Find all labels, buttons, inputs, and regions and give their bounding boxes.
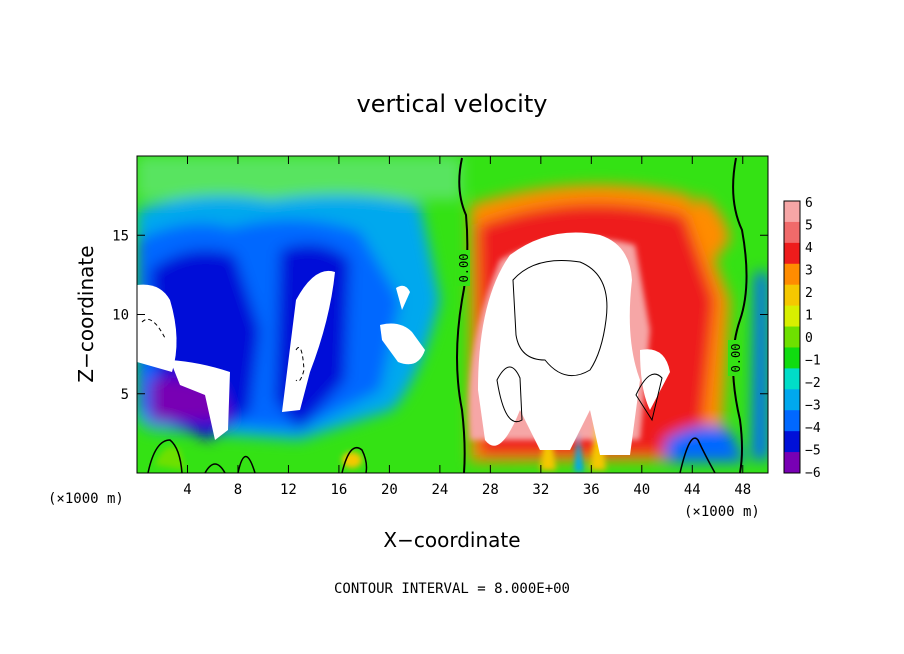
colorbar-label: −6 bbox=[805, 466, 821, 481]
contour-label-bg-b bbox=[728, 340, 742, 376]
colorbar-swatch bbox=[784, 284, 800, 307]
x-tick-label: 32 bbox=[532, 482, 549, 498]
colorbar-swatch bbox=[784, 201, 800, 223]
colorbar-swatch bbox=[784, 305, 800, 328]
x-tick-label: 40 bbox=[633, 482, 650, 498]
colorbar-label: 0 bbox=[805, 331, 813, 346]
zero-contour-right bbox=[732, 157, 748, 473]
colorbar: 6 5 4 3 2 1 0 −1 −2 −3 −4 −5 −6 bbox=[783, 196, 821, 481]
colorbar-frame bbox=[783, 200, 801, 474]
colorbar-label: −3 bbox=[805, 399, 821, 414]
y-tick-label: 15 bbox=[112, 228, 129, 244]
colorbar-label: 6 bbox=[805, 196, 813, 211]
x-tick-label: 12 bbox=[280, 482, 297, 498]
x-tick-label: 16 bbox=[330, 482, 347, 498]
chart-title: vertical velocity bbox=[357, 90, 548, 118]
colorbar-label: −1 bbox=[805, 354, 821, 369]
x-unit-left: (×1000 m) bbox=[48, 491, 124, 507]
surface-contour-e bbox=[679, 437, 716, 473]
colorbar-label: 3 bbox=[805, 264, 813, 279]
x-tick-label: 36 bbox=[583, 482, 600, 498]
contour-interval-note: CONTOUR INTERVAL = 8.000E+00 bbox=[334, 581, 570, 597]
saturated-updraft bbox=[478, 232, 640, 455]
x-tick-label: 4 bbox=[183, 482, 191, 498]
updraft-contour-c bbox=[635, 373, 663, 422]
colorbar-swatch bbox=[784, 389, 800, 411]
saturated-left-foot bbox=[170, 360, 230, 440]
colorbar-swatch bbox=[784, 221, 800, 244]
saturated-column bbox=[282, 270, 335, 412]
updraft-contour bbox=[512, 259, 608, 377]
y-axis-label: Z−coordinate bbox=[74, 245, 98, 382]
contour-label-right: 0.00 bbox=[729, 344, 743, 373]
x-unit-right: (×1000 m) bbox=[684, 504, 760, 520]
x-axis-label: X−coordinate bbox=[383, 528, 520, 552]
x-tick-label: 28 bbox=[482, 482, 499, 498]
colorbar-swatch bbox=[784, 410, 800, 432]
velocity-field: 0.00 0.00 bbox=[137, 156, 768, 473]
x-tick-label: 48 bbox=[734, 482, 751, 498]
colorbar-swatch bbox=[784, 326, 800, 348]
y-tick-label: 5 bbox=[121, 387, 129, 403]
downdraft-right-edge bbox=[752, 271, 768, 460]
surface-contour-a bbox=[147, 439, 183, 473]
y-axis: 5 10 15 bbox=[112, 228, 768, 403]
x-tick-label: 44 bbox=[684, 482, 701, 498]
updraft-contour-b bbox=[496, 366, 523, 423]
plume-cyan bbox=[574, 430, 584, 472]
contour-label-left: 0.00 bbox=[457, 254, 471, 283]
colorbar-label: 5 bbox=[805, 219, 813, 234]
colorbar-swatch bbox=[784, 431, 800, 453]
colorbar-swatch bbox=[784, 263, 800, 286]
colorbar-swatch bbox=[784, 347, 800, 369]
upper-left-band bbox=[137, 156, 462, 200]
x-tick-label: 20 bbox=[381, 482, 398, 498]
colorbar-swatch bbox=[784, 242, 800, 265]
surface-contour-d bbox=[341, 446, 368, 473]
saturated-updraft-edge bbox=[640, 349, 670, 410]
surface-contour-c bbox=[237, 455, 256, 473]
saturated-left bbox=[137, 284, 177, 372]
colorbar-swatch bbox=[784, 368, 800, 390]
surface-contour-b bbox=[204, 463, 226, 473]
colorbar-label: 2 bbox=[805, 286, 813, 301]
colorbar-label: −4 bbox=[805, 421, 821, 436]
updraft-anvil bbox=[690, 195, 730, 260]
saturated-blob-b bbox=[396, 285, 410, 310]
y-tick-label: 10 bbox=[112, 308, 129, 324]
colorbar-label: −2 bbox=[805, 376, 821, 391]
surface-warm-spot bbox=[342, 452, 362, 468]
zero-contour-left bbox=[456, 157, 469, 473]
colorbar-swatch bbox=[784, 452, 800, 474]
dashed-contour-left bbox=[141, 318, 167, 341]
contour-label-bg-a bbox=[456, 250, 470, 286]
x-axis: 4 8 12 16 20 24 28 32 36 40 44 48 bbox=[183, 156, 751, 498]
colorbar-label: 4 bbox=[805, 241, 813, 256]
saturated-blob-a bbox=[380, 323, 425, 365]
colorbar-label: 1 bbox=[805, 309, 813, 324]
x-tick-label: 24 bbox=[431, 482, 448, 498]
colorbar-label: −5 bbox=[805, 444, 821, 459]
x-tick-label: 8 bbox=[234, 482, 242, 498]
